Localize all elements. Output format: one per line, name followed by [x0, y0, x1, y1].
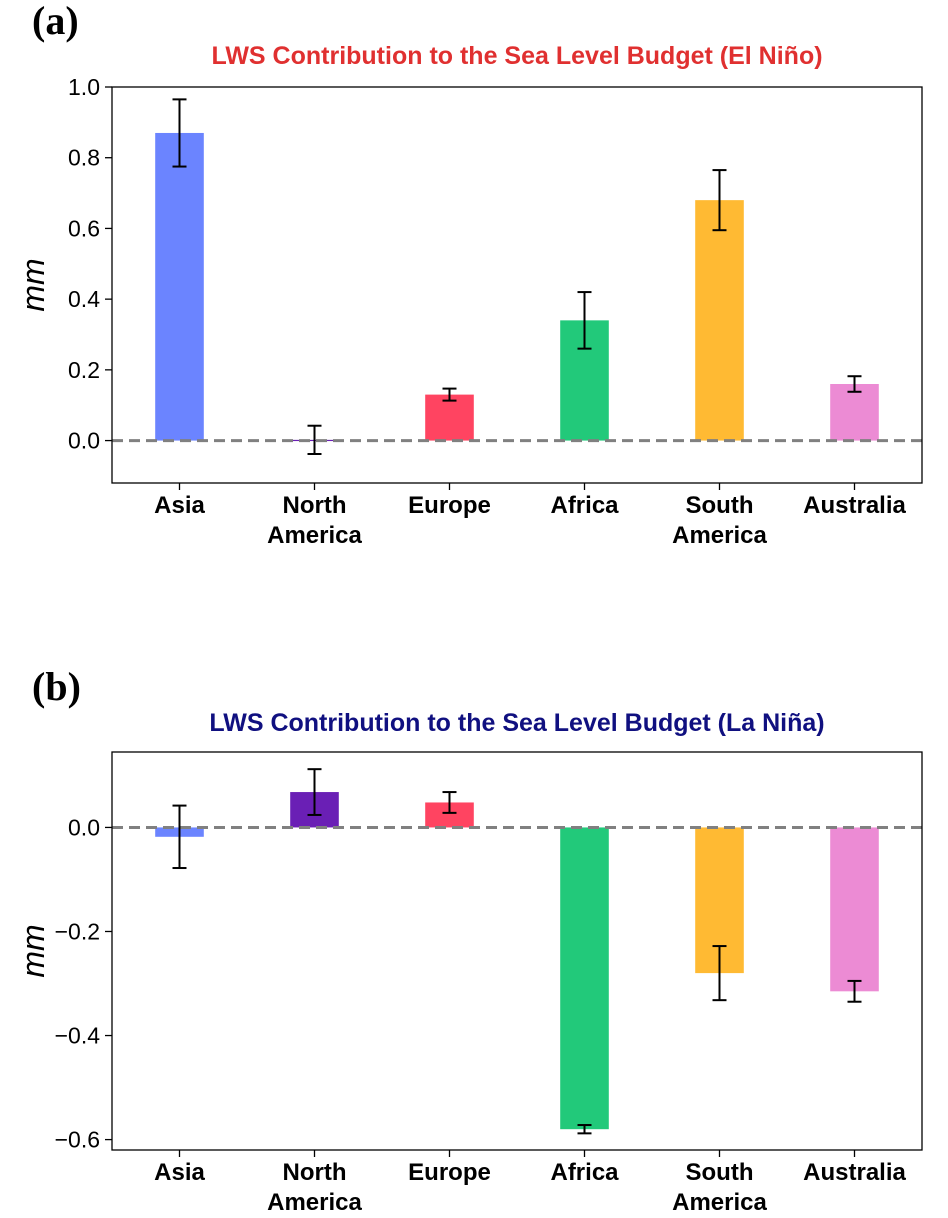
bar-australia [830, 384, 879, 441]
chart-panel-a: (a) LWS Contribution to the Sea Level Bud… [15, 0, 923, 549]
x-tick-label: Africa [550, 1159, 619, 1186]
y-tick-label: −0.4 [55, 1023, 101, 1049]
x-tick-label: North America [267, 1159, 362, 1216]
error-bar-africa [577, 1124, 592, 1135]
bar-asia [155, 132, 204, 441]
y-tick-label: 0.0 [68, 814, 100, 840]
y-tick-label: 0.6 [68, 215, 100, 241]
bar-europe [425, 394, 474, 441]
error-bar-south-america [712, 169, 727, 232]
error-bar-europe [442, 387, 457, 402]
bar-south-america [695, 200, 744, 441]
x-tick-label: North America [267, 492, 362, 549]
x-tick-label: Australia [803, 492, 906, 519]
x-tick-label: Australia [803, 1159, 906, 1186]
y-tick-label: −0.6 [55, 1127, 100, 1153]
x-tick-label: Europe [408, 1159, 491, 1186]
y-tick-label: 0.8 [68, 145, 100, 171]
error-bar-north-america [307, 768, 322, 816]
x-tick-label: Europe [408, 492, 491, 519]
y-tick-label: 1.0 [68, 74, 100, 100]
plot-frame [111, 86, 923, 484]
error-bar-europe [442, 791, 457, 814]
x-tick-label: Asia [154, 492, 205, 519]
chart-panel-b: (b) LWS Contribution to the Sea Level Bud… [15, 664, 923, 1216]
y-tick-label: 0.0 [68, 428, 100, 454]
y-tick-label: −0.2 [55, 918, 100, 944]
error-bar-south-america [712, 945, 727, 1002]
error-bar-africa [577, 291, 592, 350]
error-bar-australia [847, 375, 862, 393]
x-tick-label: Asia [154, 1159, 205, 1186]
bar-africa [560, 827, 609, 1130]
error-bar-asia [172, 804, 187, 870]
panel-label: (a) [32, 0, 79, 43]
panel-label: (b) [32, 664, 81, 709]
bar-australia [830, 827, 879, 992]
chart-title: LWS Contribution to the Sea Level Budget… [211, 42, 822, 70]
y-tick-label: 0.2 [68, 357, 100, 383]
y-axis-label: mm [15, 924, 51, 977]
y-axis-label: mm [15, 258, 51, 311]
plot-frame [111, 751, 923, 1151]
x-tick-label: South America [672, 1159, 767, 1216]
chart-title: LWS Contribution to the Sea Level Budget… [209, 709, 824, 737]
error-bar-asia [172, 98, 187, 168]
error-bar-north-america [307, 424, 322, 456]
x-tick-label: Africa [550, 492, 619, 519]
x-tick-label: South America [672, 492, 767, 549]
y-tick-label: 0.4 [68, 286, 100, 312]
error-bar-australia [847, 979, 862, 1003]
